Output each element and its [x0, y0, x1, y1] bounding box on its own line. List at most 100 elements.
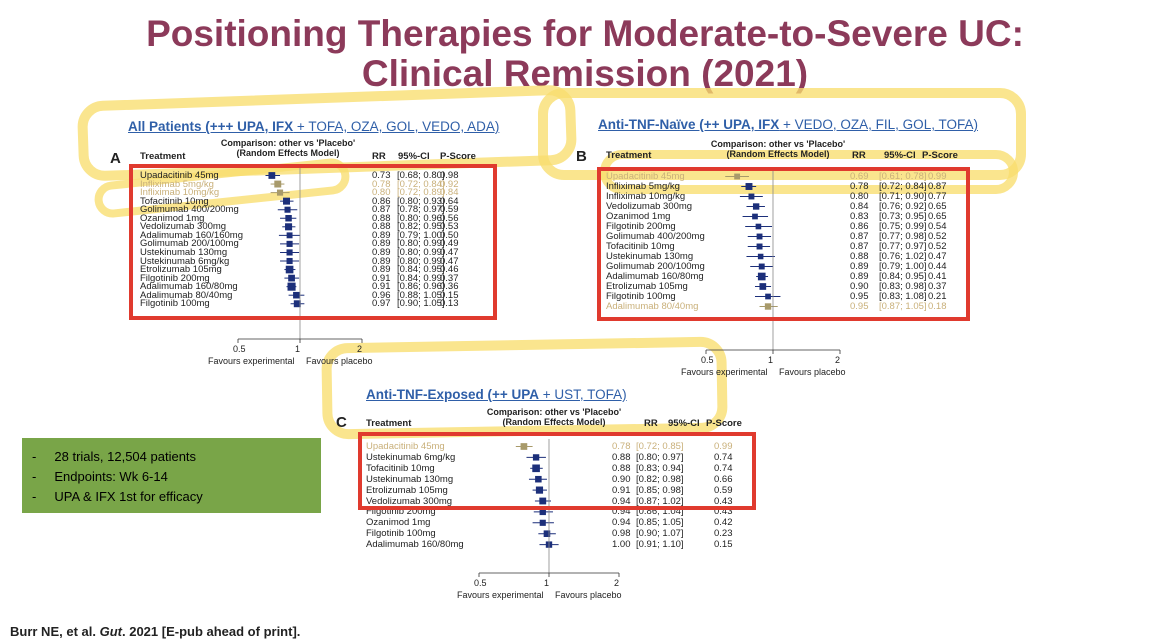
highlight-stroke-b2 — [600, 150, 1018, 194]
pscore-value: 0.84 — [440, 187, 459, 199]
summary-item-1-text: 28 trials, 12,504 patients — [54, 449, 197, 464]
pscore-value: 0.92 — [440, 178, 459, 190]
rr-value: 0.88 — [612, 462, 631, 474]
summary-item-1: - 28 trials, 12,504 patients — [32, 449, 197, 464]
pscore-value: 0.56 — [440, 212, 459, 224]
ci-value: [0.87; 1.05] — [879, 301, 927, 312]
pscore-value: 0.77 — [928, 191, 947, 202]
ci-value: [0.86; 1.04] — [636, 506, 684, 518]
point-estimate — [748, 193, 755, 200]
x-tick-label: 0.5 — [701, 355, 714, 365]
pscore-value: 0.54 — [928, 221, 947, 232]
pscore-value: 0.52 — [928, 231, 947, 242]
panel-a-letter: A — [110, 150, 121, 167]
pscore-value: 0.66 — [714, 473, 733, 485]
treatment-name: Golimumab 400/200mg — [140, 204, 239, 216]
pscore-value: 0.18 — [928, 301, 947, 312]
panel-a-highlight-box — [129, 164, 497, 320]
ci-value: [0.84; 0.99] — [397, 272, 445, 284]
panel-a-comparison: Comparison: other vs 'Placebo' (Random E… — [208, 138, 368, 158]
ci-value: [0.78; 0.97] — [397, 204, 445, 216]
point-estimate — [283, 197, 291, 205]
point-estimate — [285, 223, 293, 231]
pscore-value: 0.87 — [928, 181, 947, 192]
point-estimate — [286, 240, 293, 247]
pscore-value: 0.37 — [928, 281, 947, 292]
pscore-value: 0.53 — [440, 221, 459, 233]
panel-b-comparison: Comparison: other vs 'Placebo' (Random E… — [698, 139, 858, 159]
pscore-value: 0.65 — [928, 211, 947, 222]
panel-b-model-text: (Random Effects Model) — [726, 149, 830, 159]
panel-a-heading-rest: + TOFA, OZA, GOL, VEDO, ADA) — [293, 119, 500, 134]
treatment-name: Infliximab 10mg/kg — [606, 191, 686, 202]
treatment-name: Filgotinib 200mg — [140, 272, 210, 284]
rr-value: 0.91 — [372, 272, 391, 284]
ci-value: [0.76; 1.02] — [879, 251, 927, 262]
panel-a-heading-bold: All Patients (+++ UPA, IFX — [128, 119, 294, 134]
pscore-value: 0.59 — [440, 204, 459, 216]
point-estimate — [274, 180, 282, 188]
ci-value: [0.77; 0.97] — [879, 241, 927, 252]
ci-value: [0.71; 0.90] — [879, 191, 927, 202]
treatment-name: Infliximab 5mg/kg — [140, 178, 214, 190]
treatment-name: Ozanimod 1mg — [366, 517, 431, 529]
panel-b-col-treatment: Treatment — [606, 150, 652, 161]
x-tick-label: 2 — [835, 355, 841, 365]
ci-value: [0.72; 0.85] — [636, 441, 684, 452]
treatment-name: Filgotinib 200mg — [606, 221, 676, 232]
point-estimate — [752, 213, 758, 220]
pscore-value: 0.99 — [928, 171, 947, 182]
point-estimate — [293, 300, 301, 308]
panel-b-col-rr: RR — [852, 150, 866, 161]
panel-b-col-ci: 95%-CI — [884, 150, 916, 161]
pscore-value: 0.41 — [928, 271, 947, 282]
rr-value: 0.95 — [850, 291, 869, 302]
rr-value: 0.91 — [612, 484, 631, 496]
rr-value: 0.73 — [372, 170, 391, 181]
panel-c-col-pscore: P-Score — [706, 418, 742, 429]
point-estimate — [286, 232, 293, 239]
pscore-value: 0.49 — [440, 238, 459, 250]
x-tick-label: 1 — [544, 578, 550, 588]
point-estimate — [285, 215, 292, 222]
point-estimate — [535, 475, 542, 483]
x-tick-label: 1 — [768, 355, 774, 365]
rr-value: 0.90 — [850, 281, 869, 292]
treatment-name: Adalimumab 80/40mg — [606, 301, 699, 312]
summary-item-3-text: UPA & IFX 1st for efficacy — [54, 489, 203, 504]
summary-box: - 28 trials, 12,504 patients - Endpoints… — [22, 438, 321, 513]
ci-value: [0.87; 1.02] — [636, 495, 684, 507]
ci-value: [0.72; 0.89] — [397, 187, 445, 199]
panel-c-heading-rest: + UST, TOFA) — [539, 387, 627, 402]
pscore-value: 0.59 — [714, 484, 733, 496]
treatment-name: Etrolizumab 105mg — [366, 484, 448, 496]
point-estimate — [755, 223, 762, 230]
point-estimate — [286, 249, 293, 256]
panel-c-comparison-text: Comparison: other vs 'Placebo' — [486, 407, 622, 417]
ci-value: [0.82; 0.98] — [636, 473, 684, 485]
pscore-value: 0.44 — [928, 261, 947, 272]
point-estimate — [745, 183, 753, 190]
treatment-name: Filgotinib 100mg — [140, 298, 210, 310]
rr-value: 0.96 — [372, 289, 391, 301]
rr-value: 0.89 — [372, 246, 391, 258]
rr-value: 0.80 — [372, 187, 391, 199]
ci-value: [0.72; 0.84] — [879, 181, 927, 192]
panel-c-col-ci: 95%-CI — [668, 418, 700, 429]
point-estimate — [757, 272, 766, 281]
pscore-value: 0.50 — [440, 229, 459, 241]
favours-experimental-label: Favours experimental — [208, 356, 295, 366]
ci-value: [0.83; 1.08] — [879, 291, 927, 302]
ci-value: [0.73; 0.95] — [879, 211, 927, 222]
rr-value: 0.78 — [372, 178, 391, 190]
point-estimate — [532, 464, 540, 473]
panel-a-col-ci: 95%-CI — [398, 151, 430, 162]
point-estimate — [288, 274, 295, 282]
pscore-value: 0.42 — [714, 517, 733, 529]
rr-value: 0.94 — [612, 506, 631, 518]
ci-value: [0.75; 0.99] — [879, 221, 927, 232]
rr-value: 0.78 — [612, 441, 631, 452]
ci-value: [0.83; 0.94] — [636, 462, 684, 474]
point-estimate — [286, 257, 293, 265]
pscore-value: 0.37 — [440, 272, 459, 284]
